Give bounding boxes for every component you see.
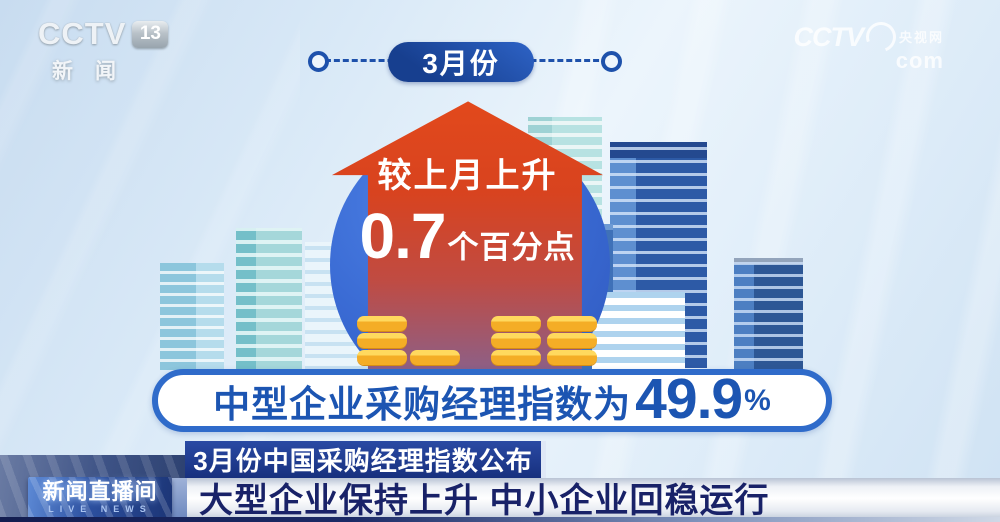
headline-text: 大型企业保持上升 中小企业回稳运行 (199, 482, 770, 520)
topic-bar: 3月份中国采购经理指数公布 (185, 441, 546, 478)
metric-banner-label: 中型企业采购经理指数为 (213, 383, 632, 425)
program-badge-subtitle: LIVE NEWS (48, 504, 152, 514)
channel-logo-name: 新闻 (52, 60, 138, 83)
program-badge-title: 新闻直播间 (42, 479, 158, 504)
coin (357, 316, 407, 331)
metric-banner-suffix: % (744, 383, 771, 417)
program-badge: 新闻直播间 LIVE NEWS (28, 477, 172, 518)
metric-banner: 中型企业采购经理指数为 49.9 % (152, 366, 832, 432)
coin (357, 333, 407, 348)
building-left-light (160, 263, 224, 370)
coin (547, 316, 597, 331)
coin (547, 350, 597, 365)
arrow-callout: 较上月上升 0.7 个百分点 (330, 100, 605, 273)
bottom-edge-strip (0, 517, 1000, 522)
coin-single (410, 350, 460, 365)
channel-logo-number: 13 (132, 20, 169, 48)
coin (491, 316, 541, 331)
period-badge: 3月份 (388, 42, 534, 82)
watermark-brand: CCTV (793, 21, 863, 52)
timeline-ring-right (601, 51, 622, 72)
timeline-ring-left (308, 51, 329, 72)
coin (491, 350, 541, 365)
metric-banner-value: 49.9 (635, 366, 743, 431)
building-left-teal (236, 228, 302, 370)
topic-bar-text: 3月份中国采购经理指数公布 (193, 446, 533, 476)
coin (357, 350, 407, 365)
coin-stack (491, 316, 541, 365)
headline-strip: 大型企业保持上升 中小企业回稳运行 (171, 478, 1000, 520)
coin (491, 333, 541, 348)
coin-stack (547, 316, 597, 365)
building-striped-front (592, 292, 685, 370)
building-right-dark (734, 258, 803, 370)
channel-logo: CCTV 13 新闻 (38, 16, 169, 85)
arrow-callout-label: 较上月上升 (377, 157, 558, 195)
period-badge-label: 3月份 (422, 48, 500, 79)
site-watermark: CCTV 央视网 com (793, 17, 944, 73)
arrow-callout-unit: 个百分点 (447, 230, 576, 265)
channel-logo-network: CCTV (38, 16, 127, 51)
coin-stack (357, 316, 407, 365)
coin (410, 350, 460, 365)
watermark-site-name: 央视网 (898, 29, 944, 45)
coin (547, 333, 597, 348)
watermark-domain: com (895, 48, 944, 73)
arrow-callout-value: 0.7 (359, 200, 447, 272)
headline-strip-edge (171, 478, 187, 517)
